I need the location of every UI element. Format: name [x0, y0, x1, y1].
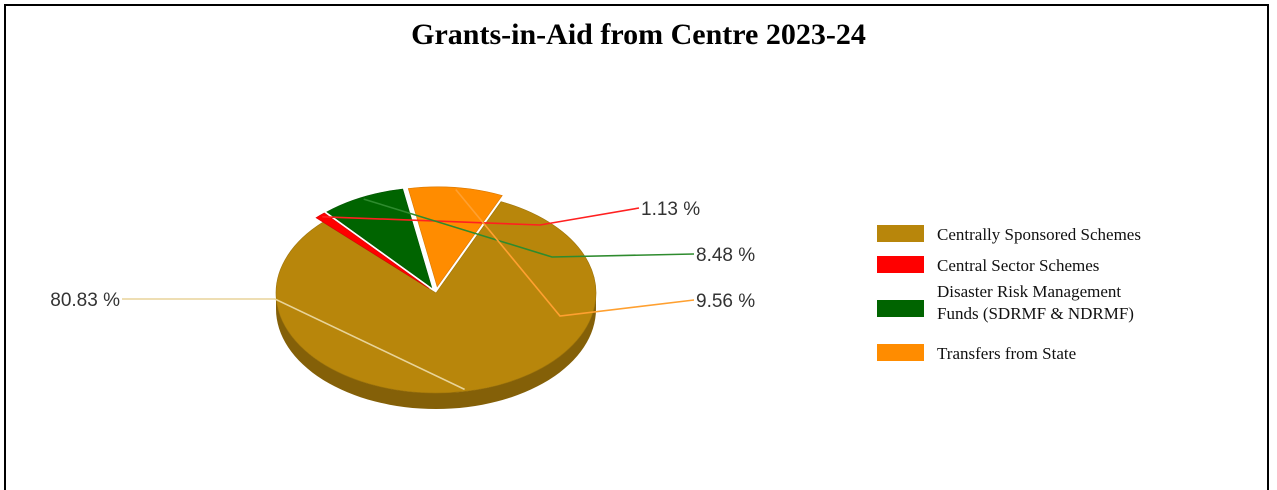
pie-top-group: [275, 186, 597, 394]
chart-border: [4, 4, 1269, 490]
legend: Centrally Sponsored Schemes Central Secto…: [877, 225, 1141, 363]
data-label-1: 80.83 %: [50, 290, 120, 311]
pie-slice-side: [276, 293, 596, 409]
chart-title: Grants-in-Aid from Centre 2023-24: [411, 18, 866, 51]
pie-side-group: [276, 293, 596, 409]
legend-swatch-1: [877, 225, 924, 242]
pie-slice-3: [326, 188, 433, 289]
leader-line-3: [363, 198, 695, 258]
legend-label-4: Transfers from State: [937, 344, 1076, 363]
legend-label-2: Central Sector Schemes: [937, 256, 1099, 275]
legend-swatch-4: [877, 344, 924, 361]
legend-label-3: Disaster Risk Management Funds (SDRMF & N…: [937, 282, 1134, 323]
pie-slice-2: [315, 212, 430, 289]
legend-swatch-2: [877, 256, 924, 273]
legend-label-1: Centrally Sponsored Schemes: [937, 225, 1141, 244]
pie-slice-4: [407, 186, 503, 288]
legend-swatch-3: [877, 300, 924, 317]
pie-slice-1: [275, 201, 597, 394]
leader-line-2: [322, 207, 640, 226]
leader-line-4: [455, 189, 695, 317]
data-label-3: 8.48 %: [696, 245, 755, 266]
data-label-4: 9.56 %: [696, 291, 755, 312]
data-label-2: 1.13 %: [641, 199, 700, 220]
leader-line-1: [122, 298, 465, 391]
